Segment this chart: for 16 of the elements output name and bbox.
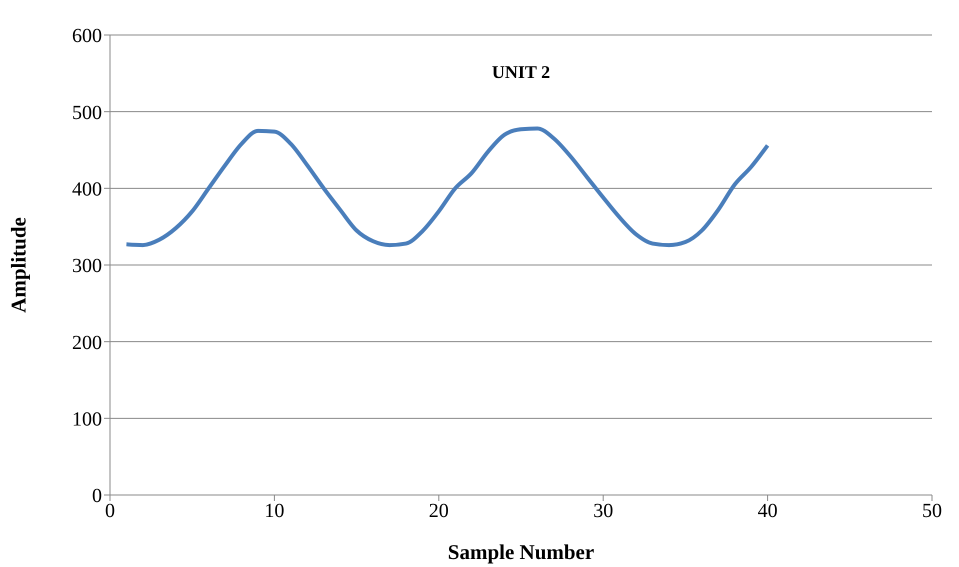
y-tick-label: 100 [72, 408, 102, 430]
y-tick-label: 0 [92, 485, 102, 508]
x-tick-label: 20 [428, 500, 449, 522]
x-tick-label: 50 [922, 500, 942, 522]
y-tick-label: 500 [72, 102, 102, 124]
y-tick-label: 300 [72, 255, 102, 278]
y-tick-label: 400 [72, 178, 102, 200]
text: UNIT 2 [490, 62, 552, 83]
x-tick-label: 30 [593, 500, 614, 522]
y-tick-label: 200 [72, 332, 102, 354]
x-axis-title: Sample Number [448, 540, 594, 564]
y-tick-label: 600 [72, 25, 102, 48]
line-series [124, 126, 770, 248]
x-tick-label: 40 [758, 500, 778, 522]
y-axis-title: Amplitude [6, 217, 30, 313]
x-tick-label: 10 [264, 500, 284, 522]
